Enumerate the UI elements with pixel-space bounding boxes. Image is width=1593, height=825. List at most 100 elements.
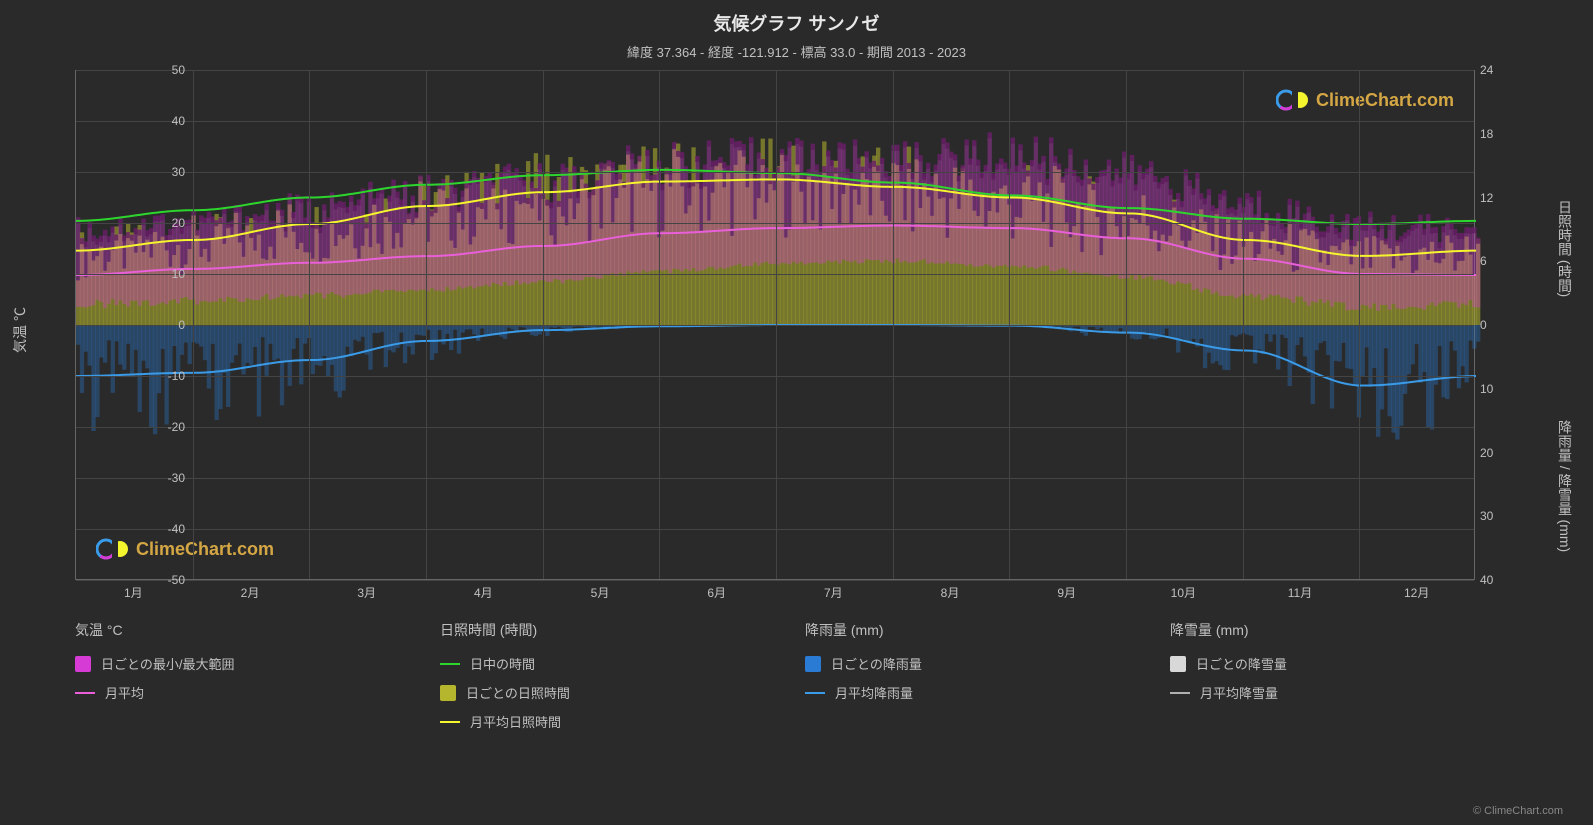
y-tick-left: -50: [145, 573, 185, 587]
grid-line-h: [76, 325, 1474, 326]
legend-swatch: [1170, 692, 1190, 694]
climate-chart: 気候グラフ サンノゼ 緯度 37.364 - 経度 -121.912 - 標高 …: [0, 0, 1593, 825]
climechart-logo-icon: [96, 537, 130, 561]
legend-item: 日ごとの降雨量: [805, 654, 1110, 673]
legend-label: 日ごとの降雨量: [831, 654, 922, 673]
x-tick: 2月: [241, 584, 260, 601]
x-tick: 11月: [1288, 584, 1312, 601]
y-tick-left: 50: [145, 63, 185, 77]
legend-col: 日照時間 (時間) 日中の時間日ごとの日照時間月平均日照時間: [440, 620, 745, 741]
y-tick-left: -40: [145, 522, 185, 536]
y-tick-left: -30: [145, 471, 185, 485]
grid-line-h: [76, 427, 1474, 428]
grid-line-v: [659, 70, 660, 579]
legend-label: 月平均日照時間: [470, 712, 561, 731]
legend-header: 日照時間 (時間): [440, 620, 745, 640]
watermark-text: ClimeChart.com: [136, 539, 274, 560]
legend-item: 月平均降雨量: [805, 683, 1110, 702]
y-axis-right-top-title: 日照時間 (時間): [1555, 200, 1575, 297]
legend-label: 月平均降雨量: [835, 683, 913, 702]
y-axis-right-bottom-title: 降雨量 / 降雪量 (mm): [1555, 420, 1575, 552]
y-tick-right-bottom: 40: [1480, 573, 1493, 587]
y-tick-right-bottom: 30: [1480, 509, 1493, 523]
y-tick-right-top: 12: [1480, 191, 1493, 205]
grid-line-v: [1009, 70, 1010, 579]
grid-line-h: [76, 121, 1474, 122]
legend-col: 降雨量 (mm) 日ごとの降雨量月平均降雨量: [805, 620, 1110, 741]
x-tick: 10月: [1171, 584, 1196, 601]
legend-col: 降雪量 (mm) 日ごとの降雪量月平均降雪量: [1170, 620, 1475, 741]
legend-item: 日ごとの最小/最大範囲: [75, 654, 380, 673]
x-tick: 3月: [357, 584, 376, 601]
x-tick: 1月: [124, 584, 143, 601]
y-tick-left: 20: [145, 216, 185, 230]
legend-item: 月平均: [75, 683, 380, 702]
grid-line-v: [543, 70, 544, 579]
grid-line-v: [1126, 70, 1127, 579]
grid-line-v: [776, 70, 777, 579]
legend-item: 日ごとの降雪量: [1170, 654, 1475, 673]
y-tick-right-top: 0: [1480, 318, 1487, 332]
legend-swatch: [440, 685, 456, 701]
legend-col: 気温 °C 日ごとの最小/最大範囲月平均: [75, 620, 380, 741]
legend: 気温 °C 日ごとの最小/最大範囲月平均 日照時間 (時間) 日中の時間日ごとの日照時…: [75, 620, 1475, 741]
x-tick: 7月: [824, 584, 843, 601]
legend-label: 月平均降雪量: [1200, 683, 1278, 702]
watermark-text: ClimeChart.com: [1316, 90, 1454, 111]
y-axis-left-title: 気温 ℃: [10, 307, 30, 353]
x-tick: 5月: [591, 584, 610, 601]
grid-line-h: [76, 223, 1474, 224]
y-tick-left: 40: [145, 114, 185, 128]
legend-swatch: [75, 656, 91, 672]
credit: © ClimeChart.com: [1473, 805, 1563, 817]
y-tick-right-bottom: 20: [1480, 446, 1493, 460]
legend-header: 降雪量 (mm): [1170, 620, 1475, 640]
legend-label: 日ごとの日照時間: [466, 683, 570, 702]
x-tick: 9月: [1057, 584, 1076, 601]
legend-item: 月平均降雪量: [1170, 683, 1475, 702]
y-tick-left: -10: [145, 369, 185, 383]
legend-swatch: [805, 692, 825, 694]
legend-swatch: [440, 663, 460, 665]
legend-item: 月平均日照時間: [440, 712, 745, 731]
legend-label: 月平均: [105, 683, 144, 702]
x-tick: 12月: [1404, 584, 1429, 601]
grid-line-h: [76, 172, 1474, 173]
x-tick: 6月: [707, 584, 726, 601]
x-tick: 4月: [474, 584, 493, 601]
legend-label: 日ごとの降雪量: [1196, 654, 1287, 673]
grid-line-v: [1359, 70, 1360, 579]
grid-line-h: [76, 376, 1474, 377]
y-tick-left: 10: [145, 267, 185, 281]
legend-label: 日中の時間: [470, 654, 535, 673]
legend-item: 日ごとの日照時間: [440, 683, 745, 702]
grid-line-h: [76, 274, 1474, 275]
grid-line-v: [193, 70, 194, 579]
grid-line-h: [76, 70, 1474, 71]
watermark-bottom: ClimeChart.com: [96, 537, 274, 561]
grid-line-v: [893, 70, 894, 579]
legend-swatch: [1170, 656, 1186, 672]
y-tick-left: -20: [145, 420, 185, 434]
legend-label: 日ごとの最小/最大範囲: [101, 654, 234, 673]
plot-area: ClimeChart.com ClimeChart.com: [75, 70, 1475, 580]
legend-swatch: [75, 692, 95, 694]
grid-line-h: [76, 580, 1474, 581]
chart-title: 気候グラフ サンノゼ: [0, 0, 1593, 36]
legend-item: 日中の時間: [440, 654, 745, 673]
watermark-top: ClimeChart.com: [1276, 88, 1454, 112]
grid-line-h: [76, 478, 1474, 479]
y-tick-right-top: 6: [1480, 254, 1487, 268]
legend-header: 降雨量 (mm): [805, 620, 1110, 640]
y-tick-left: 0: [145, 318, 185, 332]
legend-swatch: [440, 721, 460, 723]
y-tick-right-top: 24: [1480, 63, 1493, 77]
chart-subtitle: 緯度 37.364 - 経度 -121.912 - 標高 33.0 - 期間 2…: [0, 36, 1593, 61]
legend-header: 気温 °C: [75, 620, 380, 640]
grid-line-v: [309, 70, 310, 579]
legend-swatch: [805, 656, 821, 672]
grid-line-v: [1243, 70, 1244, 579]
grid-line-v: [426, 70, 427, 579]
x-tick: 8月: [941, 584, 960, 601]
climechart-logo-icon: [1276, 88, 1310, 112]
